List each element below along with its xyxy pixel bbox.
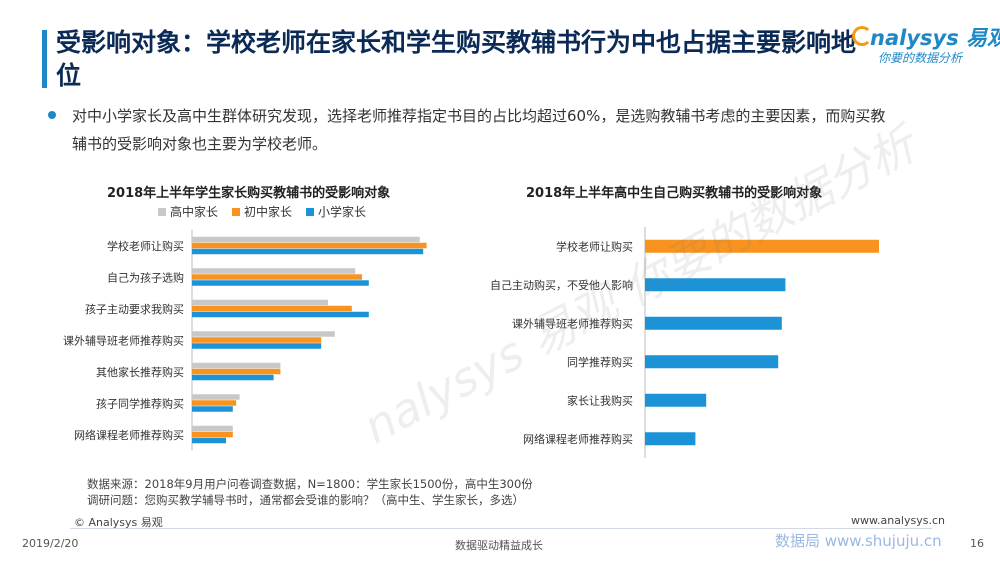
chart2-category-label: 课外辅导班老师推荐购买 — [512, 316, 633, 330]
chart1-category-label: 孩子主动要求我购买 — [85, 302, 184, 316]
legend-item-primary: 小学家长 — [306, 203, 366, 220]
title-accent-bar — [42, 30, 47, 88]
chart1-bar — [192, 362, 281, 369]
chart2-bar — [645, 316, 782, 330]
chart1-category-label: 其他家长推荐购买 — [96, 365, 184, 379]
chart1-bar — [192, 299, 328, 306]
chart2-bar — [645, 432, 696, 446]
chart2-category-label: 家长让我购买 — [567, 393, 633, 407]
legend-label-primary: 小学家长 — [318, 205, 367, 219]
chart1-bar — [192, 368, 281, 375]
chart1-bar — [192, 437, 226, 444]
chart1-category-label: 课外辅导班老师推荐购买 — [63, 333, 184, 347]
legend-label-high: 高中家长 — [170, 205, 219, 219]
chart2-category-label: 学校老师让购买 — [556, 239, 633, 253]
chart1-bar — [192, 406, 233, 412]
page-number: 16 — [970, 537, 984, 550]
chart1-category-label: 学校老师让购买 — [107, 239, 184, 253]
chart1-bar — [192, 425, 233, 432]
chart2-category-label: 同学推荐购买 — [567, 355, 633, 369]
analysys-logo: nalysys 易观 你要的数据分析 — [848, 22, 1000, 72]
chart1-bar — [192, 305, 352, 312]
bullet-dot-icon — [48, 111, 56, 119]
legend-item-middle: 初中家长 — [232, 203, 292, 220]
footer-slogan: 数据驱动精益成长 — [455, 539, 543, 552]
copyright: © Analysys 易观 — [74, 516, 163, 529]
logo-swoosh-icon — [852, 26, 872, 46]
legend-label-middle: 初中家长 — [244, 205, 293, 219]
chart1-bar — [192, 394, 240, 400]
legend-swatch-middle — [232, 207, 241, 216]
chart1-bar — [192, 343, 322, 349]
footer-divider — [70, 528, 932, 529]
chart1-bar — [192, 248, 424, 255]
chart1-category-label: 自己为孩子选购 — [107, 270, 184, 284]
website-link[interactable]: www.analysys.cn — [851, 514, 945, 527]
logo-tagline: 你要的数据分析 — [878, 51, 963, 65]
chart1-legend: 高中家长 初中家长 小学家长 — [158, 203, 366, 220]
chart1-bar — [192, 400, 237, 406]
page-title: 受影响对象：学校老师在家长和学生购买教辅书行为中也占据主要影响地位 — [56, 28, 857, 90]
chart1-bar — [192, 274, 362, 280]
site-watermark: 数据局 www.shujuju.cn — [775, 532, 942, 550]
notes: 数据来源：2018年9月用户问卷调查数据，N=1800：学生家长1500份，高中… — [87, 476, 533, 508]
chart2-bar — [645, 278, 786, 292]
legend-item-high: 高中家长 — [158, 203, 218, 220]
chart1-title: 2018年上半年学生家长购买教辅书的受影响对象 — [107, 186, 391, 201]
chart1-category-label: 孩子同学推荐购买 — [96, 396, 184, 410]
chart1-category-label: 网络课程老师推荐购买 — [74, 428, 184, 442]
chart1-bar — [192, 242, 427, 249]
chart1-bar — [192, 374, 274, 381]
legend-swatch-high — [158, 207, 166, 216]
legend-swatch-primary — [306, 207, 315, 216]
chart2-title: 2018年上半年高中生自己购买教辅书的受影响对象 — [526, 186, 823, 201]
chart1-bar — [192, 331, 335, 337]
footer-date: 2019/2/20 — [22, 537, 79, 550]
chart2-bar — [645, 239, 879, 253]
chart1-bar — [192, 236, 420, 243]
chart2-category-label: 自己主动购买，不受他人影响 — [490, 278, 633, 292]
chart1-bar — [192, 337, 322, 343]
chart1-bar — [192, 280, 369, 286]
logo-brand: nalysys 易观 — [870, 26, 1000, 50]
chart1-bar — [192, 268, 356, 274]
chart1-bar — [192, 311, 369, 318]
survey-question-note: 调研问题：您购买教学辅导书时，通常都会受谁的影响？（高中生、学生家长，多选） — [87, 493, 524, 507]
chart2-category-label: 网络课程老师推荐购买 — [523, 432, 633, 446]
bullet-text: 对中小学家长及高中生群体研究发现，选择老师推荐指定书目的占比均超过60%，是选购… — [72, 107, 886, 153]
chart1-bar — [192, 431, 233, 438]
data-source-note: 数据来源：2018年9月用户问卷调查数据，N=1800：学生家长1500份，高中… — [87, 477, 533, 491]
chart2-bar — [645, 393, 707, 407]
chart2-bar — [645, 355, 779, 369]
